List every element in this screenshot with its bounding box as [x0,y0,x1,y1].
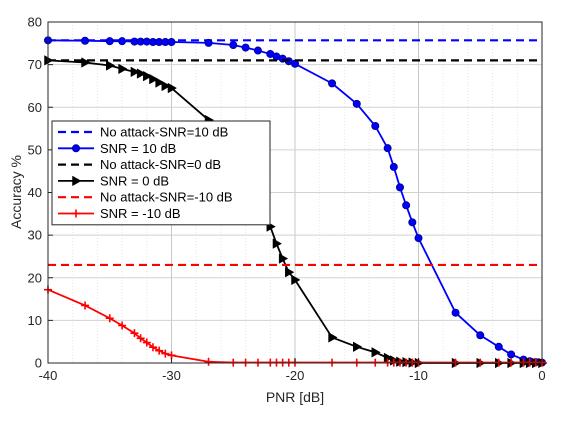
data-point [494,342,503,351]
legend-label: No attack-SNR=10 dB [100,125,228,140]
y-tick-label: 0 [35,356,42,371]
legend-entry: SNR = -10 dB [58,206,181,221]
x-tick-label: -40 [39,368,58,383]
data-point [161,349,170,358]
data-point [148,343,157,352]
data-point [105,314,114,323]
legend-entry: SNR = 10 dB [58,141,176,156]
data-point [105,37,114,46]
data-point [155,346,164,355]
data-point [72,175,82,187]
y-tick-label: 10 [28,313,42,328]
data-point [143,70,153,82]
data-point [389,162,398,171]
data-point [118,63,128,75]
legend-label: SNR = 0 dB [100,173,169,188]
y-tick-label: 20 [28,270,42,285]
data-point [118,37,127,46]
data-point [72,209,80,218]
data-point [451,308,460,317]
legend-box [51,120,271,226]
data-point [167,82,178,94]
y-tick-label: 70 [28,57,42,72]
data-point [507,350,516,359]
data-point [352,99,361,108]
data-point [161,80,171,92]
data-point [81,57,91,68]
data-point [149,73,159,85]
legend-entry: No attack-SNR=0 dB [58,157,221,172]
data-point [328,79,337,88]
data-point [253,46,262,55]
data-point [81,301,90,310]
data-point [402,201,411,210]
y-tick-label: 50 [28,142,42,157]
data-point [118,321,127,330]
data-point [130,66,140,78]
data-point [136,68,147,79]
data-point [408,218,417,227]
legend-entry: No attack-SNR=-10 dB [58,190,233,205]
x-tick-label: 0 [538,368,545,383]
data-point [155,77,165,88]
data-point [136,334,145,343]
data-point [414,234,423,243]
data-point [371,347,381,358]
legend-label: No attack-SNR=0 dB [100,157,221,172]
x-tick-label: -30 [162,368,181,383]
legend-entry: No attack-SNR=10 dB [58,125,228,140]
data-point [291,274,301,286]
tick-group: -40 -30 -20 -10 0 0 10 20 30 40 50 60 70 80 [28,15,546,384]
data-point [204,357,213,366]
data-point [229,41,238,50]
data-point [142,338,151,347]
y-tick-label: 60 [28,100,42,115]
y-tick-label: 30 [28,228,42,243]
data-point [167,38,176,47]
legend-label: SNR = 10 dB [100,141,176,156]
data-point [371,122,380,131]
data-point [328,332,338,343]
data-point [106,60,116,71]
data-point [395,183,404,192]
legend-entry: SNR = 0 dB [58,173,169,188]
data-point [44,55,54,66]
data-point [72,144,81,153]
data-point [383,144,392,153]
y-tick-label: 80 [28,15,42,30]
y-tick-label: 40 [28,185,42,200]
data-point [130,329,139,338]
legend-label: SNR = -10 dB [100,206,181,221]
x-axis-label: PNR [dB] [266,389,324,405]
data-point [241,43,250,52]
x-tick-label: -20 [286,368,305,383]
y-axis-label: Accuracy % [8,155,24,229]
data-point [272,238,282,249]
data-point [476,331,485,340]
data-point [204,38,213,47]
data-point [278,253,289,264]
data-point [167,351,176,360]
data-point [285,266,295,278]
data-point [353,341,363,353]
data-point [81,36,90,45]
x-tick-label: -10 [409,368,428,383]
legend-label: No attack-SNR=-10 dB [100,190,233,205]
